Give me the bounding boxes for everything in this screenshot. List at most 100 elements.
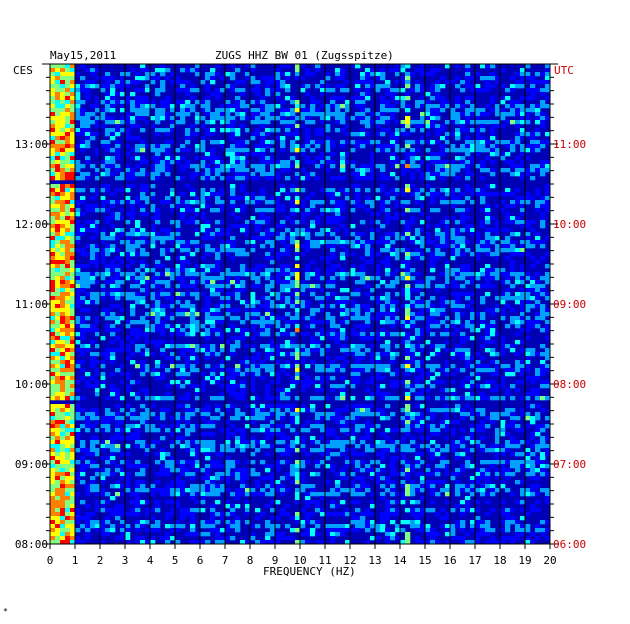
spectrogram-cell [90,236,96,241]
spectrogram-cell [70,396,76,401]
spectrogram-cell [195,244,201,249]
spectrogram-cell [150,352,156,357]
spectrogram-cell [215,260,221,265]
spectrogram-cell [315,216,321,221]
spectrogram-cell [215,92,221,97]
spectrogram-cell [240,116,246,121]
spectrogram-cell [355,184,361,189]
spectrogram-cell [475,152,481,157]
spectrogram-cell [195,228,201,233]
spectrogram-cell [465,84,471,89]
spectrogram-cell [485,280,491,285]
spectrogram-cell [255,312,261,317]
spectrogram-cell [370,164,376,169]
spectrogram-cell [100,100,106,105]
spectrogram-cell [305,276,311,281]
spectrogram-cell [155,172,161,177]
spectrogram-cell [350,416,356,421]
spectrogram-cell [135,164,141,169]
spectrogram-cell [525,348,531,353]
spectrogram-cell [520,268,526,273]
spectrogram-cell [455,76,461,81]
spectrogram-cell [150,164,156,169]
spectrogram-cell [370,352,376,357]
spectrogram-cell [70,124,76,129]
spectrogram-cell [395,140,401,145]
spectrogram-cell [370,112,376,117]
spectrogram-cell [355,292,361,297]
spectrogram-cell [290,184,296,189]
spectrogram-cell [510,412,516,417]
spectrogram-cell [160,144,166,149]
spectrogram-cell [365,188,371,193]
spectrogram-cell [410,300,416,305]
spectrogram-cell [110,288,116,293]
spectrogram-cell [195,356,201,361]
spectrogram-cell [295,124,301,129]
spectrogram-cell [160,252,166,257]
spectrogram-cell [50,388,56,393]
spectrogram-cell [425,328,431,333]
spectrogram-cell [100,124,106,129]
spectrogram-cell [340,152,346,157]
spectrogram-cell [85,292,91,297]
spectrogram-cell [385,340,391,345]
spectrogram-cell [275,224,281,229]
spectrogram-cell [275,292,281,297]
spectrogram-cell [415,312,421,317]
spectrogram-cell [240,280,246,285]
spectrogram-cell [420,360,426,365]
spectrogram-cell [185,380,191,385]
spectrogram-cell [135,172,141,177]
spectrogram-cell [350,404,356,409]
spectrogram-cell [285,196,291,201]
spectrogram-cell [295,396,301,401]
spectrogram-cell [50,272,56,277]
spectrogram-cell [520,408,526,413]
spectrogram-cell [70,312,76,317]
spectrogram-cell [495,276,501,281]
spectrogram-cell [385,296,391,301]
spectrogram-cell [340,68,346,73]
spectrogram-cell [190,304,196,309]
spectrogram-cell [245,300,251,305]
spectrogram-cell [385,332,391,337]
spectrogram-cell [410,324,416,329]
spectrogram-cell [160,412,166,417]
spectrogram-cell [330,176,336,181]
spectrogram-cell [295,208,301,213]
spectrogram-cell [80,212,86,217]
spectrogram-cell [535,120,541,125]
spectrogram-cell [70,272,76,277]
spectrogram-cell [145,292,151,297]
spectrogram-cell [205,168,211,173]
spectrogram-cell [50,380,56,385]
spectrogram-cell [365,84,371,89]
spectrogram-cell [75,188,81,193]
spectrogram-cell [100,112,106,117]
spectrogram-cell [140,236,146,241]
spectrogram-cell [450,356,456,361]
spectrogram-cell [140,412,146,417]
spectrogram-cell [205,356,211,361]
spectrogram-cell [165,324,171,329]
spectrogram-cell [490,160,496,165]
spectrogram-cell [370,412,376,417]
spectrogram-cell [490,240,496,245]
spectrogram-cell [255,176,261,181]
spectrogram-cell [405,284,411,289]
spectrogram-cell [235,112,241,117]
spectrogram-cell [390,304,396,309]
spectrogram-cell [425,156,431,161]
spectrogram-cell [310,360,316,365]
spectrogram-cell [375,120,381,125]
spectrogram-cell [295,408,301,413]
spectrogram-cell [390,196,396,201]
spectrogram-cell [430,192,436,197]
spectrogram-cell [415,296,421,301]
spectrogram-cell [270,356,276,361]
spectrogram-cell [345,416,351,421]
spectrogram-cell [475,120,481,125]
spectrogram-cell [75,248,81,253]
spectrogram-cell [250,248,256,253]
